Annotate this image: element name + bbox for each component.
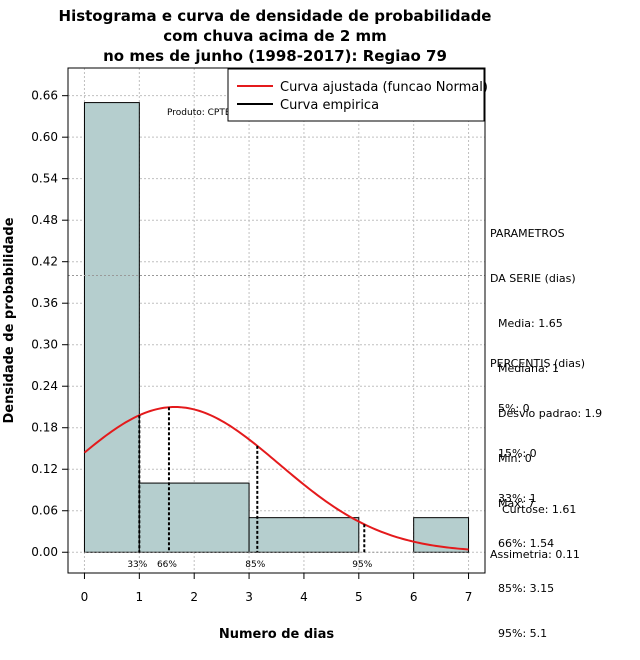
x-tick-label: 0 [81, 590, 89, 604]
x-tick-label: 2 [190, 590, 198, 604]
y-tick-label: 0.18 [31, 421, 58, 435]
moments-block: Curtose: 1.61 Assimetria: 0.11 [490, 472, 580, 577]
chart-title-line: com chuva acima de 2 mm [163, 27, 387, 45]
percentil-66: 66%: 1.54 [498, 537, 555, 550]
x-tick-label: 6 [410, 590, 418, 604]
curtose-value: Curtose: 1.61 [502, 503, 577, 516]
y-tick-label: 0.00 [31, 545, 58, 559]
percentis-title: PERCENTIS (dias) [490, 357, 586, 370]
y-tick-label: 0.24 [31, 379, 58, 393]
plot-frame [67, 67, 486, 574]
percentil-5: 5%: 0 [498, 402, 530, 415]
percentil-85: 85%: 3.15 [498, 582, 555, 595]
chart-title-line: Histograma e curva de densidade de proba… [59, 7, 492, 25]
y-tick-label: 0.30 [31, 338, 58, 352]
percentil-33: 33%: 1 [498, 492, 537, 505]
parametros-title-1: PARAMETROS [490, 227, 565, 240]
percentile-label: 85% [245, 560, 265, 570]
percentile-label: 33% [127, 560, 147, 570]
y-tick-label: 0.60 [31, 130, 58, 144]
param-max: Max: 7 [498, 497, 535, 510]
param-media: Media: 1.65 [498, 317, 563, 330]
y-tick-label: 0.54 [31, 172, 58, 186]
y-tick-label: 0.12 [31, 462, 58, 476]
x-tick-label: 7 [465, 590, 473, 604]
percentile-label: 66% [157, 560, 177, 570]
histogram-bar [83, 102, 140, 553]
y-tick-label: 0.42 [31, 255, 58, 269]
x-tick-label: 4 [300, 590, 308, 604]
x-axis-title: Numero de dias [219, 627, 335, 642]
percentil-95: 95%: 5.1 [498, 627, 548, 640]
parametros-title-2: DA SERIE (dias) [490, 272, 576, 285]
assimetria-value: Assimetria: 0.11 [490, 548, 580, 561]
y-tick-label: 0.48 [31, 213, 58, 227]
produto-label: Produto: CPTEC/INPE [167, 108, 261, 118]
legend-box [227, 68, 485, 122]
histogram-bar [138, 482, 250, 553]
legend-label-fitted: Curva ajustada (funcao Normal) [280, 80, 488, 95]
param-mediana: Mediana: 1 [498, 362, 559, 375]
y-tick-label: 0.06 [31, 504, 58, 518]
x-tick-label: 5 [355, 590, 363, 604]
percentis-block: PERCENTIS (dias) 5%: 0 15%: 0 33%: 1 66%… [490, 326, 585, 656]
x-tick-label: 1 [136, 590, 144, 604]
fitted-normal-curve [83, 405, 469, 551]
percentile-label: 95% [352, 560, 372, 570]
param-min: Min: 0 [498, 452, 532, 465]
legend-label-empirical: Curva empirica [280, 98, 379, 113]
y-tick-label: 0.36 [31, 296, 58, 310]
param-desvio: Desvio padrao: 1.9 [498, 407, 603, 420]
y-tick-label: 0.66 [31, 89, 58, 103]
x-tick-label: 3 [245, 590, 253, 604]
chart-title-line: no mes de junho (1998-2017): Regiao 79 [103, 47, 447, 65]
percentil-15: 15%: 0 [498, 447, 537, 460]
parametros-block: PARAMETROS DA SERIE (dias) Media: 1.65 M… [490, 196, 602, 526]
y-axis-title: Densidade de probabilidade [2, 217, 17, 423]
histogram-bar [248, 517, 360, 553]
